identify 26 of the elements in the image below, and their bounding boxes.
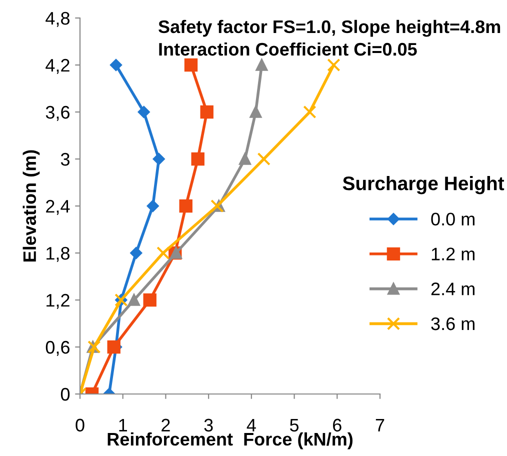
x-tick-label: 0 [76,418,84,432]
legend-label: 0.0 m [431,212,474,226]
x-tick-label: 5 [290,418,299,432]
legend-title: Surcharge Height [342,176,504,194]
y-axis-title: Elevation (m) [22,150,40,262]
y-tick-label: 4,2 [46,58,70,74]
x-tick-label: 3 [204,418,213,432]
x-tick-label: 4 [246,418,256,432]
legend-label: 3.6 m [431,317,474,330]
x-tick-label: 2 [162,418,170,432]
x-tick-label: 6 [333,418,342,432]
x-tick-label: 7 [376,418,384,432]
x-tick-label: 1 [119,418,127,432]
y-tick-label: 3 [60,152,70,166]
y-tick-label: 2,4 [46,200,70,215]
y-tick-label: 1,2 [46,294,70,309]
y-tick-label: 3,6 [46,106,70,121]
legend-label: 2.4 m [431,282,474,296]
y-tick-label: 0,6 [46,340,70,356]
chart-title: Safety factor FS=1.0, Slope height=4.8m [158,20,500,37]
y-tick-label: 0 [60,388,70,401]
legend-label: 1.2 m [432,248,474,260]
text: Interaction Coefficient Ci=0.05 [159,42,417,56]
x-axis-title: Reinforcement Force (kN/m) [108,432,353,450]
y-tick-label: 1,8 [46,246,70,262]
y-tick-label: 4,8 [46,12,70,27]
